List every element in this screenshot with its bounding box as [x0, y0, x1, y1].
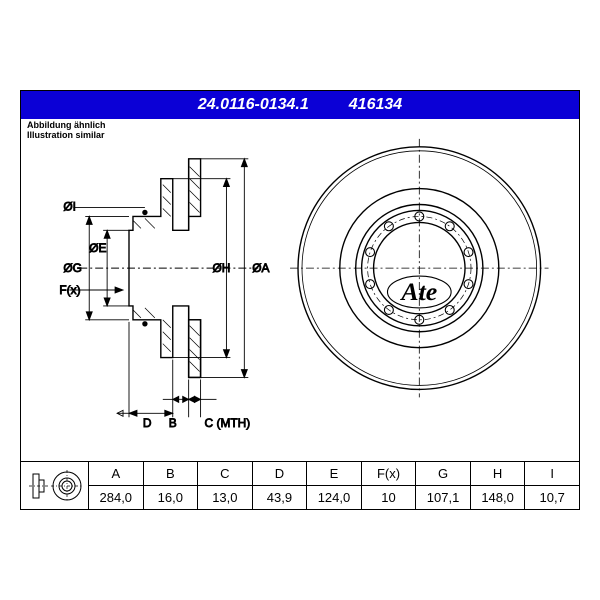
label-C: C (MTH): [205, 416, 251, 430]
label-D: D: [143, 416, 152, 430]
val-F: 10: [361, 486, 416, 510]
col-A: A: [89, 462, 144, 486]
part-code: 416134: [349, 96, 402, 114]
ate-logo: Ate: [387, 276, 451, 308]
label-diaI: ØI: [63, 199, 76, 213]
label-diaE: ØE: [89, 241, 106, 255]
section-view: [79, 159, 258, 378]
col-E: E: [307, 462, 362, 486]
label-B: B: [169, 416, 177, 430]
val-B: 16,0: [143, 486, 198, 510]
col-G: G: [416, 462, 471, 486]
label-diaH: ØH: [213, 261, 231, 275]
technical-drawing-sheet: 24.0116-0134.1 416134 Abbildung ähnlich …: [20, 90, 580, 510]
col-D: D: [252, 462, 307, 486]
val-C: 13,0: [198, 486, 253, 510]
val-G: 107,1: [416, 486, 471, 510]
val-H: 148,0: [470, 486, 525, 510]
spec-header-row: A B C D E F(x) G H I: [21, 462, 580, 486]
technical-drawing-svg: ØA ØH ØE ØG: [21, 119, 579, 461]
label-diaG: ØG: [63, 261, 82, 275]
col-H: H: [470, 462, 525, 486]
part-number: 24.0116-0134.1: [198, 96, 309, 114]
spec-value-row: 284,0 16,0 13,0 43,9 124,0 10 107,1 148,…: [21, 486, 580, 510]
brake-disc-icon: [27, 466, 83, 506]
col-F: F(x): [361, 462, 416, 486]
col-C: C: [198, 462, 253, 486]
val-D: 43,9: [252, 486, 307, 510]
disc-icon-cell: [21, 462, 89, 510]
val-A: 284,0: [89, 486, 144, 510]
col-B: B: [143, 462, 198, 486]
col-I: I: [525, 462, 580, 486]
drawing-area: ØA ØH ØE ØG: [21, 119, 579, 461]
val-I: 10,7: [525, 486, 580, 510]
val-E: 124,0: [307, 486, 362, 510]
front-view: Ate: [290, 139, 548, 397]
label-diaA: ØA: [252, 261, 269, 275]
logo-text: Ate: [399, 277, 437, 306]
spec-table: A B C D E F(x) G H I 284,0 16,0 13,0 43,…: [20, 461, 580, 510]
header-bar: 24.0116-0134.1 416134: [21, 91, 579, 119]
label-Fx: F(x): [59, 283, 80, 297]
